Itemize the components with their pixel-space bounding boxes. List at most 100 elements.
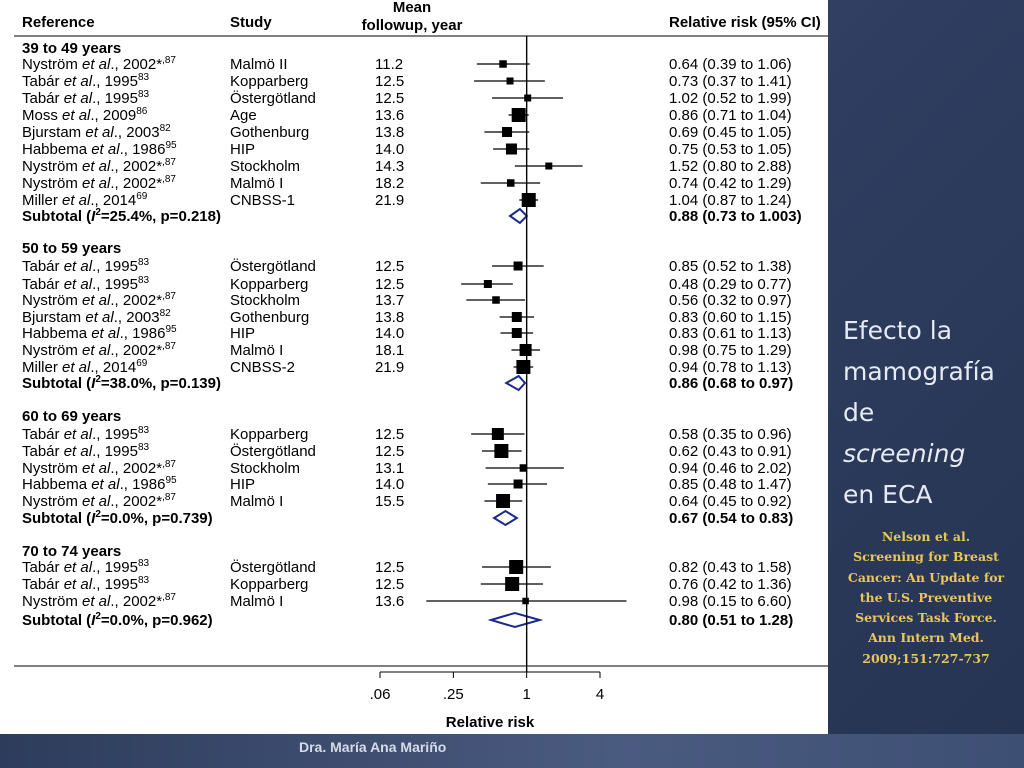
study-label: HIP xyxy=(230,476,255,493)
ci-label: 0.82 (0.43 to 1.58) xyxy=(669,559,792,576)
study-label: Stockholm xyxy=(230,292,300,309)
followup-value: 18.2 xyxy=(375,175,404,192)
point-marker xyxy=(513,479,523,489)
ci-label: 0.85 (0.48 to 1.47) xyxy=(669,476,792,493)
followup-value: 12.5 xyxy=(375,73,404,90)
reference-label: Nyström et al., 2002*,87 xyxy=(22,55,176,73)
subtotal-ci-label: 0.86 (0.68 to 0.97) xyxy=(669,375,793,392)
study-label: Gothenburg xyxy=(230,309,309,326)
footer-bar xyxy=(0,734,1024,768)
reference-label: Nyström et al., 2002*,87 xyxy=(22,341,176,359)
subtotal-label: Subtotal (I2=0.0%, p=0.962) xyxy=(22,611,213,629)
study-label: Malmö I xyxy=(230,593,283,610)
point-marker xyxy=(519,464,528,472)
point-marker xyxy=(506,77,514,85)
ci-label: 0.64 (0.39 to 1.06) xyxy=(669,56,792,73)
ci-label: 0.85 (0.52 to 1.38) xyxy=(669,258,792,275)
point-marker xyxy=(511,328,522,338)
reference-label: Moss et al., 200986 xyxy=(22,106,148,124)
x-tick-label: .06 xyxy=(370,686,391,703)
followup-value: 13.6 xyxy=(375,107,404,124)
point-marker xyxy=(494,444,509,458)
reference-label: Nyström et al., 2002*,87 xyxy=(22,459,176,477)
subtotal-ci-label: 0.67 (0.54 to 0.83) xyxy=(669,510,793,527)
followup-value: 13.7 xyxy=(375,292,404,309)
ci-label: 0.83 (0.60 to 1.15) xyxy=(669,309,792,326)
followup-value: 13.8 xyxy=(375,309,404,326)
ci-label: 0.73 (0.37 to 1.41) xyxy=(669,73,792,90)
ci-label: 0.62 (0.43 to 0.91) xyxy=(669,443,792,460)
reference-label: Tabár et al., 199583 xyxy=(22,558,149,576)
reference-label: Tabár et al., 199583 xyxy=(22,575,149,593)
point-marker xyxy=(511,108,526,122)
study-label: Malmö I xyxy=(230,175,283,192)
slide-title: Efecto la mamografía de screening en ECA xyxy=(843,310,1018,515)
point-marker xyxy=(502,127,513,137)
reference-label: Tabár et al., 199583 xyxy=(22,275,149,293)
followup-value: 14.0 xyxy=(375,476,404,493)
point-marker xyxy=(505,577,520,591)
subtotal-diamond xyxy=(504,374,527,392)
reference-label: Miller et al., 201469 xyxy=(22,358,148,376)
forest-plot-panel: Reference Study Mean followup, year Relative… xyxy=(14,0,828,731)
ci-label: 0.69 (0.45 to 1.05) xyxy=(669,124,792,141)
followup-value: 12.5 xyxy=(375,443,404,460)
ci-label: 1.04 (0.87 to 1.24) xyxy=(669,192,792,209)
point-marker xyxy=(492,296,500,304)
ci-label: 1.02 (0.52 to 1.99) xyxy=(669,90,792,107)
group-label: 70 to 74 years xyxy=(22,543,121,560)
point-marker xyxy=(545,162,553,170)
ci-label: 0.98 (0.15 to 6.60) xyxy=(669,593,792,610)
followup-value: 12.5 xyxy=(375,576,404,593)
subtotal-diamond xyxy=(492,509,519,527)
study-label: Malmö II xyxy=(230,56,288,73)
ci-label: 1.52 (0.80 to 2.88) xyxy=(669,158,792,175)
ci-label: 0.76 (0.42 to 1.36) xyxy=(669,576,792,593)
subtotal-label: Subtotal (I2=38.0%, p=0.139) xyxy=(22,374,221,392)
subtotal-ci-label: 0.88 (0.73 to 1.003) xyxy=(669,208,802,225)
followup-value: 14.3 xyxy=(375,158,404,175)
reference-label: Tabár et al., 199583 xyxy=(22,442,149,460)
title-line-1: Efecto la xyxy=(843,316,953,345)
followup-value: 13.6 xyxy=(375,593,404,610)
point-marker xyxy=(496,494,511,508)
followup-value: 21.9 xyxy=(375,192,404,209)
subtotal-label: Subtotal (I2=0.0%, p=0.739) xyxy=(22,509,213,527)
followup-value: 15.5 xyxy=(375,493,404,510)
point-marker xyxy=(521,193,536,207)
point-marker xyxy=(483,280,492,288)
citation-text: Nelson et al. Screening for Breast Cance… xyxy=(847,529,1005,666)
header-relative-risk: Relative risk (95% CI) xyxy=(669,14,821,31)
reference-label: Nyström et al., 2002*,87 xyxy=(22,592,176,610)
reference-label: Nyström et al., 2002*,87 xyxy=(22,492,176,510)
reference-label: Miller et al., 201469 xyxy=(22,191,148,209)
reference-label: Nyström et al., 2002*,87 xyxy=(22,174,176,192)
reference-label: Bjurstam et al., 200382 xyxy=(22,123,171,141)
study-label: Stockholm xyxy=(230,158,300,175)
study-label: Kopparberg xyxy=(230,426,308,443)
followup-value: 12.5 xyxy=(375,426,404,443)
x-tick-label: 4 xyxy=(596,686,604,703)
followup-value: 18.1 xyxy=(375,342,404,359)
header-study: Study xyxy=(230,14,272,31)
followup-value: 13.1 xyxy=(375,460,404,477)
point-marker xyxy=(506,179,515,187)
reference-label: Tabár et al., 199583 xyxy=(22,425,149,443)
point-marker xyxy=(499,60,507,68)
followup-value: 14.0 xyxy=(375,141,404,158)
ci-label: 0.64 (0.45 to 0.92) xyxy=(669,493,792,510)
subtotal-label: Subtotal (I2=25.4%, p=0.218) xyxy=(22,207,221,225)
followup-value: 12.5 xyxy=(375,258,404,275)
ci-label: 0.75 (0.53 to 1.05) xyxy=(669,141,792,158)
reference-label: Nyström et al., 2002*,87 xyxy=(22,157,176,175)
reference-label: Bjurstam et al., 200382 xyxy=(22,308,171,326)
title-line-2: mamografía xyxy=(843,357,995,386)
study-label: Malmö I xyxy=(230,342,283,359)
study-label: Östergötland xyxy=(230,257,316,275)
title-line-italic: screening xyxy=(843,439,966,468)
ci-label: 0.48 (0.29 to 0.77) xyxy=(669,276,792,293)
footer-author: Dra. María Ana Mariño xyxy=(299,739,447,755)
study-label: CNBSS-2 xyxy=(230,359,295,376)
followup-value: 21.9 xyxy=(375,359,404,376)
